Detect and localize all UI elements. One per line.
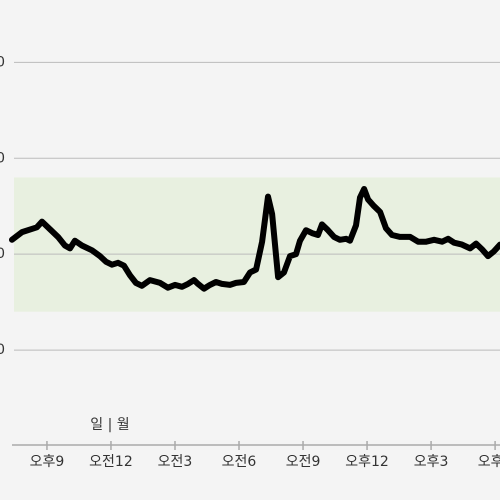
x-tick-label: 오전9 bbox=[286, 454, 321, 470]
x-tick-label: 오후9 bbox=[30, 454, 65, 470]
y-tick-label: 300 bbox=[0, 150, 5, 166]
x-tick-label: 오후6 bbox=[478, 454, 500, 470]
day-divider-label: 일 | 월 bbox=[90, 417, 129, 433]
x-tick-label: 오전6 bbox=[222, 454, 257, 470]
y-tick-label: 400 bbox=[0, 54, 5, 70]
x-tick-label: 오후12 bbox=[345, 454, 389, 470]
x-tick-label: 오전3 bbox=[158, 454, 193, 470]
y-tick-label: 200 bbox=[0, 246, 5, 262]
x-tick-label: 오전12 bbox=[89, 454, 133, 470]
glucose-line bbox=[9, 186, 500, 292]
y-tick-label: 100 bbox=[0, 342, 5, 358]
x-tick-label: 오후3 bbox=[414, 454, 449, 470]
